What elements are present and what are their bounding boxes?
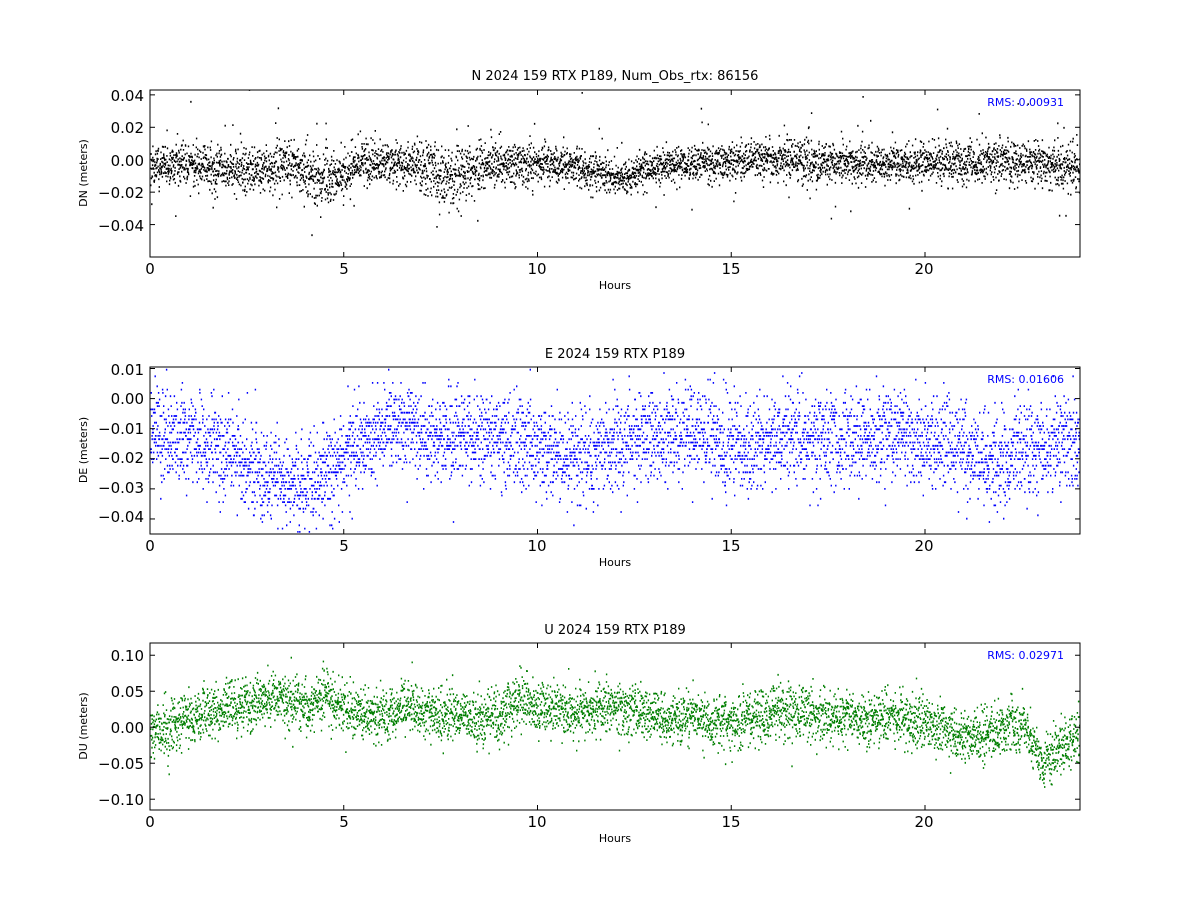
panel-n-y-tick-label: 0.04: [111, 87, 144, 105]
panel-e-x-tick-label: 0: [145, 537, 155, 555]
panel-e-x-tick-label: 15: [721, 537, 740, 555]
panel-u-y-tick-label: 0.05: [111, 683, 144, 701]
panel-n-x-tick-label: 10: [527, 260, 546, 278]
data-points: [150, 656, 1080, 788]
panel-e-ylabel: DE (meters): [77, 417, 90, 483]
data-point-cloud: [150, 656, 1080, 788]
panel-e-y-tick-labels: 0.01 0.00 −0.01 −0.02 −0.03 −0.04: [98, 361, 144, 526]
panel-e-xlabel: Hours: [599, 556, 631, 569]
panel-u-y-tick-label: 0.00: [111, 719, 144, 737]
panel-e-y-tick-label: 0.01: [111, 361, 144, 379]
data-point-cloud: [150, 367, 1080, 533]
panel-e-y-tick-label: −0.03: [98, 479, 144, 497]
panel-u-x-tick-label: 0: [145, 813, 155, 831]
panel-e-x-tick-label: 5: [339, 537, 349, 555]
panel-e-x-tick-labels: 0 5 10 15 20: [145, 537, 933, 555]
panel-u-axes-frame: [149, 642, 1081, 811]
panel-e: E 2024 159 RTX P189 RMS: 0.01606 Hours D…: [77, 347, 1081, 569]
data-points: [150, 367, 1080, 533]
panel-e-y-tick-label: −0.02: [98, 449, 144, 467]
panel-n-x-tick-labels: 0 5 10 15 20: [145, 260, 933, 278]
panel-u-ylabel: DU (meters): [77, 692, 90, 759]
panel-u-y-tick-label: −0.10: [98, 791, 144, 809]
data-points: [150, 90, 1080, 237]
panel-u-x-tick-label: 5: [339, 813, 349, 831]
panel-u-x-tick-label: 20: [914, 813, 933, 831]
panel-u-xlabel: Hours: [599, 832, 631, 845]
panel-n-x-tick-label: 15: [721, 260, 740, 278]
panel-n-y-tick-label: 0.02: [111, 119, 144, 137]
panel-u-x-tick-label: 15: [721, 813, 740, 831]
panel-e-title: E 2024 159 RTX P189: [545, 347, 685, 362]
panel-e-x-tick-label: 10: [527, 537, 546, 555]
panel-n-x-tick-label: 5: [339, 260, 349, 278]
panel-n-y-tick-label: 0.00: [111, 152, 144, 170]
panel-n-x-tick-label: 0: [145, 260, 155, 278]
panel-u: U 2024 159 RTX P189 RMS: 0.02971 Hours D…: [77, 623, 1081, 845]
panel-n-xlabel: Hours: [599, 279, 631, 292]
panel-e-rms-label: RMS: 0.01606: [987, 373, 1064, 386]
panel-e-y-tick-label: −0.01: [98, 420, 144, 438]
panel-n-title: N 2024 159 RTX P189, Num_Obs_rtx: 86156: [472, 69, 759, 84]
panel-e-y-tick-label: −0.04: [98, 508, 144, 526]
panel-n-ylabel: DN (meters): [77, 139, 90, 207]
tick-marks: [149, 90, 1080, 257]
panel-n-axes-frame: [149, 89, 1081, 258]
panel-u-title: U 2024 159 RTX P189: [544, 623, 686, 638]
panel-e-y-tick-label: 0.00: [111, 390, 144, 408]
panel-e-axes-frame: [149, 366, 1081, 535]
panel-u-y-tick-labels: 0.10 0.05 0.00 −0.05 −0.10: [98, 647, 144, 809]
panel-e-x-tick-label: 20: [914, 537, 933, 555]
panel-u-y-tick-label: 0.10: [111, 647, 144, 665]
panel-n-plot-area: [149, 90, 1080, 257]
data-point-cloud: [150, 90, 1080, 237]
panel-u-x-tick-label: 10: [527, 813, 546, 831]
panel-u-rms-label: RMS: 0.02971: [987, 649, 1064, 662]
panel-n-y-tick-label: −0.04: [98, 217, 144, 235]
panel-n-x-tick-label: 20: [914, 260, 933, 278]
panel-n-y-tick-labels: 0.04 0.02 0.00 −0.02 −0.04: [98, 87, 144, 235]
panel-n: N 2024 159 RTX P189, Num_Obs_rtx: 86156 …: [77, 69, 1081, 292]
panel-u-x-tick-labels: 0 5 10 15 20: [145, 813, 933, 831]
panel-n-y-tick-label: −0.02: [98, 184, 144, 202]
panel-n-rms-label: RMS: 0.00931: [987, 96, 1064, 109]
panel-u-y-tick-label: −0.05: [98, 755, 144, 773]
